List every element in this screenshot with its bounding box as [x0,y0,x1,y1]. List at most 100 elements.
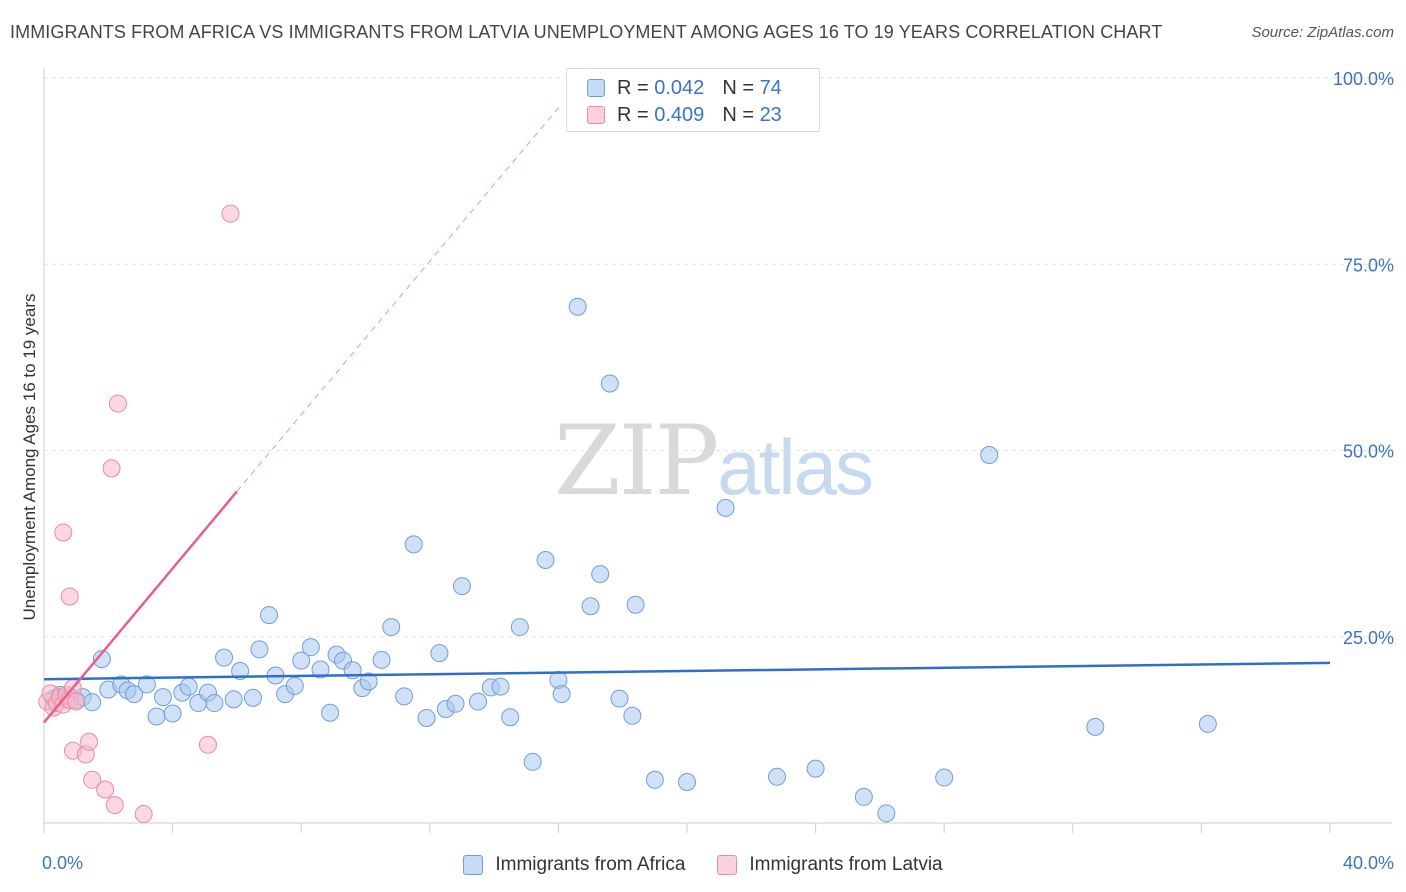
point-africa-44 [430,644,449,663]
point-africa-41 [395,687,414,706]
point-africa-39 [372,650,391,669]
series-legend: Immigrants from Africa Immigrants from L… [0,852,1406,878]
trend-lines [43,107,1331,724]
point-africa-51 [501,708,520,727]
point-africa-69 [854,787,873,806]
point-africa-52 [510,618,529,637]
legend-item-africa[interactable]: Immigrants from Africa [463,852,685,878]
watermark-atlas: atlas [717,423,874,511]
point-latvia-11 [60,587,79,606]
point-africa-12 [137,675,156,694]
watermark-zip: ZIP [554,405,719,517]
point-africa-54 [536,551,555,570]
point-africa-38 [359,672,378,691]
watermark: ZIPatlas [554,405,874,517]
point-africa-73 [1086,717,1105,736]
point-africa-7 [92,650,111,669]
point-africa-32 [311,660,330,679]
africa-n-label: N = [722,76,754,99]
latvia-n-value: 23 [759,103,782,126]
point-africa-71 [935,768,954,787]
point-africa-61 [610,689,629,708]
point-africa-66 [716,498,735,517]
y-tick-label-0: 25.0% [1343,628,1394,648]
point-africa-74 [1198,714,1217,733]
trend-line-latvia-extension [236,107,559,492]
point-africa-21 [215,648,234,667]
point-africa-64 [645,770,664,789]
point-latvia-18 [105,796,124,815]
legend-row-africa: R = 0.042 N = 74 [587,77,782,99]
x-tick-label-0: 0.0% [42,853,83,873]
y-tick-label-2: 75.0% [1343,255,1394,275]
point-africa-13 [147,707,166,726]
x-tick-label-1: 40.0% [1343,853,1394,873]
point-africa-47 [452,577,471,596]
source-label: Source: ZipAtlas.com [1251,24,1394,41]
latvia-swatch [587,106,605,124]
point-africa-65 [678,773,696,792]
series-latvia [38,204,240,824]
point-latvia-15 [83,770,102,789]
point-latvia-19 [108,394,127,413]
point-africa-53 [523,752,542,771]
correlation-legend: R = 0.042 N = 74 R = 0.409 N = 23 [566,68,820,132]
point-africa-22 [224,690,243,709]
point-africa-24 [243,688,262,707]
point-africa-56 [552,685,571,704]
point-africa-59 [591,565,610,584]
y-axis-title: Unemployment Among Ages 16 to 19 years [20,294,39,621]
point-africa-62 [623,706,642,725]
gridlines [44,77,1392,638]
point-africa-17 [179,677,198,696]
point-africa-72 [980,445,999,464]
point-latvia-10 [54,523,73,542]
africa-r-label: R = [617,76,649,99]
africa-r-value: 0.042 [654,76,705,99]
point-africa-30 [292,651,311,670]
point-latvia-21 [198,735,217,754]
point-africa-31 [301,638,320,657]
latvia-legend-swatch [717,855,738,875]
point-africa-23 [231,662,250,681]
point-africa-50 [491,677,510,696]
y-tick-label-1: 50.0% [1343,442,1394,462]
legend-item-latvia[interactable]: Immigrants from Latvia [717,852,943,878]
latvia-r-label: R = [617,103,649,126]
point-africa-57 [568,297,587,316]
africa-legend-label: Immigrants from Africa [495,854,686,875]
point-africa-63 [626,595,645,614]
latvia-legend-label: Immigrants from Latvia [749,854,943,875]
point-africa-40 [382,618,401,637]
point-africa-25 [250,640,269,659]
y-tick-label-3: 100.0% [1333,69,1394,89]
point-africa-60 [600,374,619,393]
tick-labels: 25.0% 50.0% 75.0% 100.0% 0.0% 40.0% [42,69,1394,873]
point-africa-20 [205,694,224,713]
latvia-n-label: N = [722,103,754,126]
point-africa-46 [446,694,465,713]
point-africa-43 [417,708,436,727]
point-africa-48 [469,692,488,711]
point-latvia-17 [102,459,121,478]
point-latvia-16 [96,780,115,799]
point-africa-70 [877,804,896,823]
point-africa-15 [163,704,182,723]
point-africa-14 [153,688,172,707]
africa-n-value: 74 [759,76,782,99]
point-africa-26 [260,606,279,625]
point-latvia-22 [221,204,240,223]
trend-line-africa [43,661,1331,681]
point-latvia-20 [134,805,153,824]
point-africa-11 [125,685,144,704]
chart-title: IMMIGRANTS FROM AFRICA VS IMMIGRANTS FRO… [10,22,1163,42]
point-africa-42 [404,535,423,554]
point-africa-67 [768,767,787,786]
point-africa-68 [806,759,825,778]
point-africa-6 [83,693,102,712]
series-africa [44,297,1217,823]
africa-swatch [587,79,605,97]
africa-legend-swatch [463,855,484,875]
point-latvia-14 [80,732,99,751]
